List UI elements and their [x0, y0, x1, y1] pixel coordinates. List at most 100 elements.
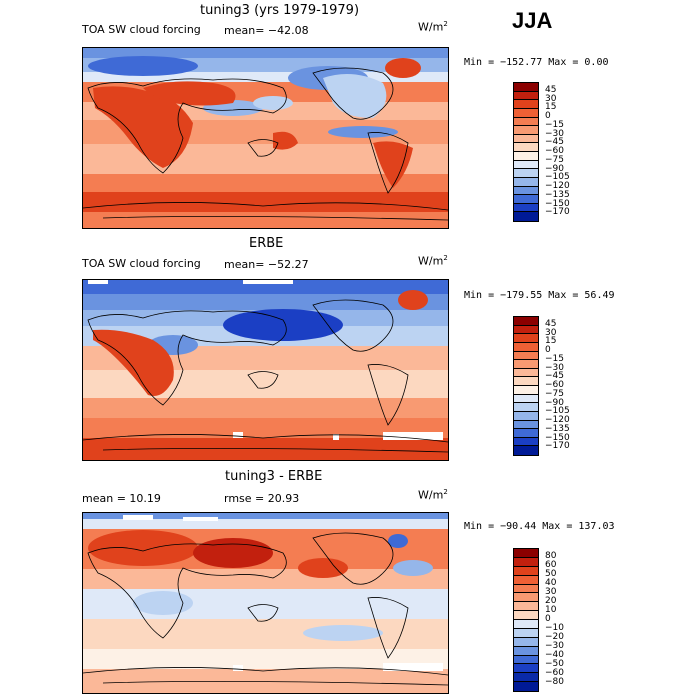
- panel2-map-svg: [83, 280, 448, 460]
- colorbar-swatch: [514, 100, 538, 109]
- colorbar-swatch: [514, 682, 538, 691]
- colorbar-tick-label: −60: [545, 668, 564, 678]
- colorbar-swatch: [514, 186, 538, 196]
- colorbar-tick-label: −80: [545, 677, 564, 687]
- panel1-units: W/m2: [418, 20, 448, 34]
- colorbar-swatch: [514, 446, 538, 455]
- colorbar-tick-label: 45: [545, 318, 557, 329]
- colorbar-tick-label: 40: [545, 578, 557, 588]
- panel3-map-svg: [83, 513, 448, 693]
- colorbar-tick-label: −75: [545, 154, 564, 165]
- colorbar-swatch: [514, 342, 538, 352]
- colorbar-swatch: [514, 317, 538, 326]
- panel1-map: [82, 47, 449, 229]
- colorbar-swatch: [514, 169, 538, 178]
- colorbar-swatch: [514, 593, 538, 603]
- colorbar-swatch: [514, 368, 538, 378]
- colorbar-swatch: [514, 429, 538, 438]
- panel3-mean: mean = 10.19: [82, 492, 161, 505]
- panel2-mean: mean= −52.27: [224, 258, 309, 271]
- panel3-map: [82, 512, 449, 694]
- colorbar-tick-label: −135: [545, 189, 570, 200]
- colorbar-tick-label: −20: [545, 632, 564, 642]
- colorbar-tick-label: −120: [545, 415, 570, 425]
- colorbar-tick-label: −105: [545, 172, 570, 183]
- colorbar-swatch: [514, 420, 538, 430]
- colorbar-swatch: [514, 377, 538, 386]
- colorbar-tick-label: −50: [545, 659, 564, 669]
- colorbar-tick-label: −60: [545, 146, 564, 156]
- colorbar-tick-label: 10: [545, 605, 557, 615]
- colorbar-tick-label: 15: [545, 102, 557, 113]
- colorbar-tick-label: 0: [545, 614, 551, 624]
- colorbar-swatch: [514, 334, 538, 343]
- colorbar-tick-label: −40: [545, 650, 564, 660]
- colorbar-swatch: [514, 437, 538, 447]
- panel1-colorbar: [513, 82, 539, 222]
- colorbar-tick-label: 30: [545, 587, 557, 597]
- colorbar-tick-label: −170: [545, 207, 570, 218]
- colorbar-tick-label: 80: [545, 551, 557, 561]
- colorbar-tick-label: 15: [545, 336, 557, 347]
- colorbar-swatch: [514, 117, 538, 127]
- colorbar-tick-label: 60: [545, 560, 557, 570]
- colorbar-swatch: [514, 325, 538, 335]
- colorbar-swatch: [514, 557, 538, 567]
- colorbar-tick-label: 30: [545, 93, 557, 104]
- colorbar-tick-label: −105: [545, 406, 570, 417]
- colorbar-tick-label: −15: [545, 353, 564, 364]
- panel3-colorbar: [513, 548, 539, 692]
- panel3-minmax: Min = −90.44 Max = 137.03: [464, 521, 615, 532]
- panel3-units: W/m2: [418, 488, 448, 502]
- colorbar-tick-label: −90: [545, 163, 564, 174]
- colorbar-swatch: [514, 575, 538, 585]
- colorbar-tick-label: −45: [545, 137, 564, 148]
- panel2-map: [82, 279, 449, 461]
- colorbar-tick-label: 30: [545, 327, 557, 338]
- colorbar-swatch: [514, 602, 538, 612]
- colorbar-swatch: [514, 628, 538, 638]
- colorbar-tick-label: −150: [545, 432, 570, 443]
- panel1-minmax: Min = −152.77 Max = 0.00: [464, 57, 609, 68]
- colorbar-tick-label: 50: [545, 569, 557, 579]
- colorbar-swatch: [514, 637, 538, 647]
- colorbar-tick-label: −30: [545, 362, 564, 373]
- colorbar-swatch: [514, 620, 538, 629]
- colorbar-tick-label: −15: [545, 119, 564, 130]
- colorbar-tick-label: 0: [545, 111, 551, 121]
- colorbar-swatch: [514, 394, 538, 404]
- colorbar-tick-label: −10: [545, 623, 564, 633]
- colorbar-swatch: [514, 195, 538, 204]
- colorbar-swatch: [514, 126, 538, 135]
- panel1-title: tuning3 (yrs 1979-1979): [200, 3, 360, 18]
- panel2-units: W/m2: [418, 254, 448, 268]
- colorbar-swatch: [514, 549, 538, 558]
- panel2-variable: TOA SW cloud forcing: [82, 257, 201, 270]
- colorbar-swatch: [514, 203, 538, 213]
- colorbar-swatch: [514, 351, 538, 361]
- colorbar-swatch: [514, 134, 538, 144]
- panel3-rmse: rmse = 20.93: [224, 492, 300, 505]
- colorbar-tick-label: −75: [545, 388, 564, 399]
- colorbar-tick-label: −30: [545, 128, 564, 139]
- colorbar-swatch: [514, 91, 538, 101]
- colorbar-swatch: [514, 584, 538, 594]
- colorbar-tick-label: 0: [545, 345, 551, 355]
- colorbar-tick-label: −30: [545, 641, 564, 651]
- colorbar-swatch: [514, 655, 538, 665]
- season-label: JJA: [512, 8, 553, 33]
- colorbar-tick-label: −120: [545, 181, 570, 191]
- colorbar-swatch: [514, 83, 538, 92]
- panel2-title: ERBE: [249, 236, 284, 251]
- colorbar-swatch: [514, 611, 538, 620]
- colorbar-swatch: [514, 143, 538, 152]
- colorbar-swatch: [514, 673, 538, 683]
- panel1-mean: mean= −42.08: [224, 24, 309, 37]
- colorbar-swatch: [514, 646, 538, 656]
- colorbar-tick-label: −135: [545, 423, 570, 434]
- colorbar-tick-label: −90: [545, 397, 564, 408]
- colorbar-swatch: [514, 403, 538, 412]
- colorbar-tick-label: −45: [545, 371, 564, 382]
- colorbar-tick-label: −60: [545, 380, 564, 390]
- panel2-colorbar: [513, 316, 539, 456]
